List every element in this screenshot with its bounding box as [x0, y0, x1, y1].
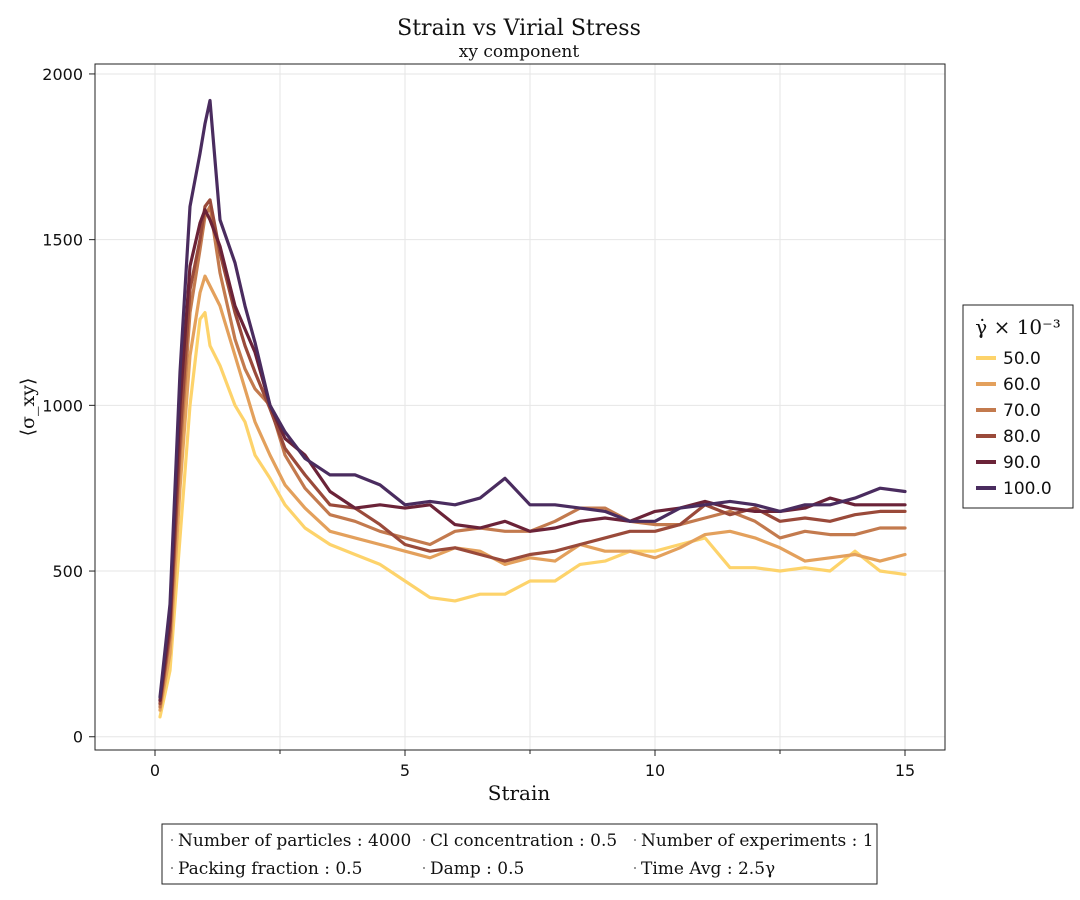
info-entry: Time Avg : 2.5γ	[641, 859, 775, 879]
series-lines	[158, 98, 907, 719]
info-bullet	[171, 839, 173, 841]
y-tick-label: 1000	[42, 396, 83, 415]
x-tick-label: 15	[895, 761, 915, 780]
grid-lines	[95, 64, 945, 750]
series-line-60-0	[158, 274, 907, 712]
x-tick-label: 10	[645, 761, 665, 780]
axis-ticks: 0 5 10 15 0 500 1000 1500 2000	[42, 65, 915, 780]
series-line-90-0	[158, 208, 907, 702]
info-entry: Cl concentration : 0.5	[430, 831, 617, 851]
y-tick-label: 500	[52, 562, 83, 581]
info-bullet	[423, 867, 425, 869]
legend-label: 90.0	[1003, 453, 1041, 473]
series-line-80-0	[158, 198, 907, 706]
legend-frame	[962, 304, 1074, 509]
series-line-50-0	[158, 311, 907, 719]
info-bullet	[423, 839, 425, 841]
legend-entries: 50.0 60.0 70.0 80.0 90.0 100.0	[976, 349, 1052, 499]
chart-subtitle: xy component	[459, 42, 580, 62]
info-entry: Packing fraction : 0.5	[178, 859, 362, 879]
y-tick-label: 1500	[42, 231, 83, 250]
legend-label: 50.0	[1003, 349, 1041, 369]
chart-title: Strain vs Virial Stress	[397, 16, 641, 41]
legend-label: 100.0	[1003, 479, 1052, 499]
legend-label: 60.0	[1003, 375, 1041, 395]
legend-title: γ̇ × 10⁻³	[975, 315, 1060, 339]
x-tick-label: 5	[400, 761, 410, 780]
y-axis-label: ⟨σ_xy⟩	[17, 378, 39, 437]
info-entries: Number of particles : 4000 Cl concentrati…	[171, 831, 874, 879]
info-bullet	[634, 839, 636, 841]
info-bullet	[634, 867, 636, 869]
info-entry: Number of experiments : 1	[641, 831, 874, 851]
info-box-frame	[161, 823, 878, 885]
info-entry: Damp : 0.5	[430, 859, 524, 879]
legend: γ̇ × 10⁻³ 50.0 60.0 70.0 80.0 90.0 100.0	[962, 304, 1074, 509]
plot-area: 0 5 10 15 0 500 1000 1500 2000	[42, 63, 946, 780]
y-tick-label: 0	[73, 728, 83, 747]
series-line-100-0	[158, 98, 907, 699]
x-tick-label: 0	[150, 761, 160, 780]
y-tick-label: 2000	[42, 65, 83, 84]
plot-frame	[94, 63, 946, 751]
info-entry: Number of particles : 4000	[178, 831, 411, 851]
x-axis-label: Strain	[488, 781, 551, 805]
series-line-70-0	[158, 204, 907, 709]
info-bullet	[171, 867, 173, 869]
info-box: Number of particles : 4000 Cl concentrati…	[161, 823, 878, 885]
legend-label: 80.0	[1003, 427, 1041, 447]
legend-label: 70.0	[1003, 401, 1041, 421]
